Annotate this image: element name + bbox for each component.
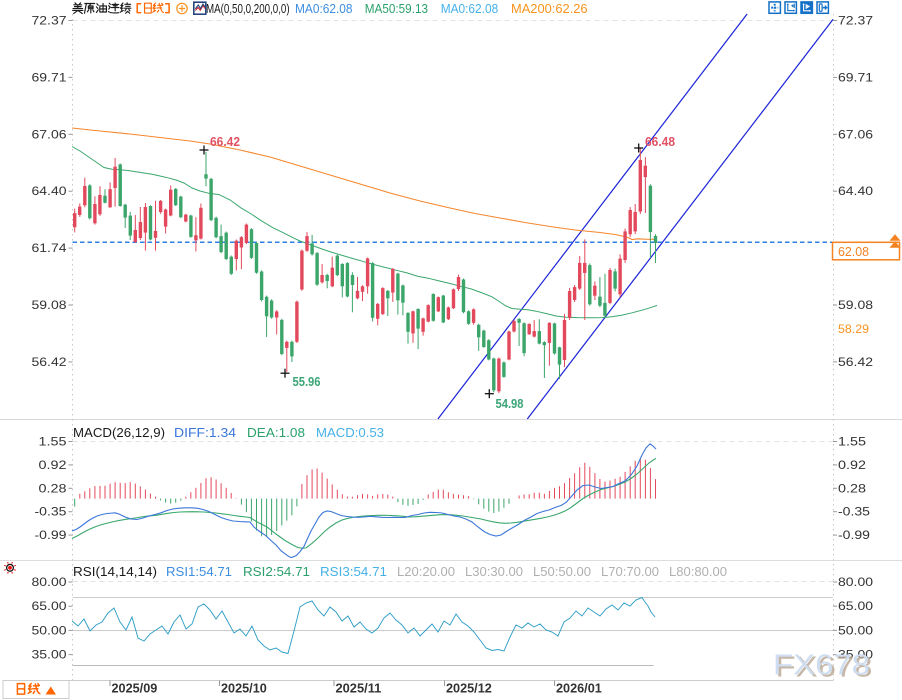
- svg-text:64.40: 64.40: [32, 184, 67, 198]
- svg-text:0.28: 0.28: [39, 481, 67, 495]
- svg-text:65.00: 65.00: [32, 599, 67, 613]
- svg-text:RSI3:54.71: RSI3:54.71: [320, 564, 387, 579]
- svg-text:59.08: 59.08: [838, 298, 873, 312]
- svg-text:80.00: 80.00: [32, 575, 67, 589]
- svg-text:65.00: 65.00: [838, 599, 873, 613]
- svg-text:MA0:62.08: MA0:62.08: [295, 1, 353, 16]
- svg-text:DIFF:1.34: DIFF:1.34: [174, 425, 236, 440]
- svg-text:56.42: 56.42: [32, 355, 67, 369]
- svg-text:L30:30.00: L30:30.00: [465, 564, 523, 579]
- svg-text:RSI1:54.71: RSI1:54.71: [166, 564, 232, 579]
- svg-text:0.92: 0.92: [838, 458, 866, 472]
- svg-text:L80:80.00: L80:80.00: [669, 564, 727, 579]
- svg-text:L70:70.00: L70:70.00: [601, 564, 659, 579]
- svg-text:0.28: 0.28: [838, 481, 866, 495]
- svg-text:L20:20.00: L20:20.00: [397, 564, 455, 579]
- svg-text:66.48: 66.48: [645, 134, 675, 149]
- svg-text:59.08: 59.08: [32, 298, 67, 312]
- svg-text:FX678: FX678: [773, 650, 870, 682]
- svg-text:FX678: FX678: [776, 652, 873, 684]
- svg-text:67.06: 67.06: [32, 127, 67, 141]
- svg-text:35.00: 35.00: [838, 648, 873, 662]
- svg-text:MA200:62.26: MA200:62.26: [511, 1, 588, 16]
- svg-text:2025/10: 2025/10: [221, 681, 267, 696]
- svg-text:54.98: 54.98: [496, 396, 524, 411]
- svg-text:DEA:1.08: DEA:1.08: [247, 425, 305, 440]
- svg-text:0.92: 0.92: [39, 458, 67, 472]
- svg-text:35.00: 35.00: [32, 648, 67, 662]
- svg-text:69.71: 69.71: [838, 70, 873, 84]
- svg-text:69.71: 69.71: [32, 70, 67, 84]
- svg-text:L50:50.00: L50:50.00: [533, 564, 591, 579]
- svg-text:1.55: 1.55: [838, 435, 866, 449]
- svg-text:-0.35: -0.35: [838, 505, 870, 519]
- svg-text:-0.99: -0.99: [35, 528, 67, 542]
- svg-text:MA0:62.08: MA0:62.08: [441, 1, 499, 16]
- svg-text:64.40: 64.40: [838, 184, 873, 198]
- svg-text:MACD:0.53: MACD:0.53: [316, 425, 384, 440]
- svg-text:MA(0,50,0,200,0,0): MA(0,50,0,200,0,0): [206, 1, 290, 16]
- svg-text:-0.35: -0.35: [35, 505, 67, 519]
- svg-text:50.00: 50.00: [32, 623, 67, 637]
- svg-text:MA50:59.13: MA50:59.13: [365, 1, 428, 16]
- svg-text:50.00: 50.00: [838, 623, 873, 637]
- svg-text:67.06: 67.06: [838, 127, 873, 141]
- svg-text:2026/01: 2026/01: [556, 681, 602, 696]
- svg-text:62.08: 62.08: [838, 244, 869, 259]
- svg-text:66.42: 66.42: [210, 134, 240, 149]
- svg-text:80.00: 80.00: [838, 575, 873, 589]
- svg-text:MACD(26,12,9): MACD(26,12,9): [73, 425, 165, 440]
- svg-text:2025/09: 2025/09: [112, 681, 158, 696]
- svg-text:RSI(14,14,14): RSI(14,14,14): [73, 564, 157, 579]
- svg-text:58.29: 58.29: [838, 322, 869, 336]
- svg-text:56.42: 56.42: [838, 355, 873, 369]
- svg-text:-0.99: -0.99: [838, 528, 870, 542]
- svg-text:2025/11: 2025/11: [336, 681, 382, 696]
- svg-text:72.37: 72.37: [32, 14, 67, 28]
- svg-text:61.74: 61.74: [32, 241, 67, 255]
- svg-text:72.37: 72.37: [838, 14, 873, 28]
- svg-text:RSI2:54.71: RSI2:54.71: [243, 564, 310, 579]
- svg-text:2025/12: 2025/12: [446, 681, 492, 696]
- svg-text:55.96: 55.96: [293, 374, 321, 389]
- svg-text:1.55: 1.55: [39, 435, 67, 449]
